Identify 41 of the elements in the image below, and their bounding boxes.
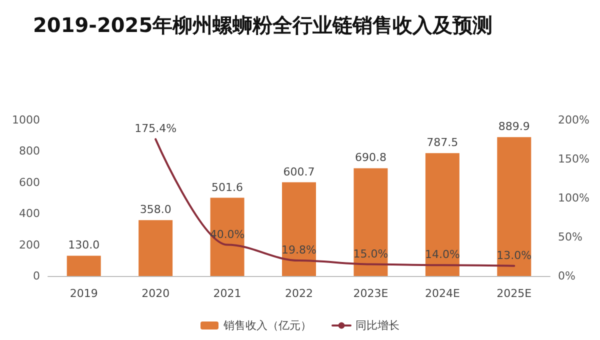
data-label: 19.8% <box>282 244 316 257</box>
data-label: 175.4% <box>134 122 177 136</box>
data-label: 40.0% <box>210 228 245 241</box>
data-label: 358.0 <box>140 203 172 216</box>
chart-title: 2019-2025年柳州螺蛳粉全行业链销售收入及预测 <box>33 13 493 37</box>
legend-label: 销售收入（亿元） <box>222 319 312 332</box>
y2-tick-label: 200% <box>558 114 590 126</box>
y-tick-label: 1000 <box>12 114 40 126</box>
y2-tick-label: 150% <box>558 152 590 166</box>
data-label: 690.8 <box>354 151 386 164</box>
y-tick-label: 400 <box>19 207 40 220</box>
legend-label: 同比增长 <box>356 319 400 332</box>
y2-tick-label: 100% <box>558 192 590 204</box>
x-tick-label: 2024E <box>424 287 460 300</box>
x-tick-label: 2019 <box>70 287 98 300</box>
data-label: 14.0% <box>424 248 460 262</box>
bar <box>497 137 532 276</box>
y-tick-label: 600 <box>19 176 40 189</box>
y-tick-label: 800 <box>19 144 40 158</box>
data-label: 501.6 <box>212 180 244 194</box>
x-tick-label: 2023E <box>353 287 388 300</box>
x-tick-label: 2025E <box>496 287 532 300</box>
bar <box>210 198 244 276</box>
bar <box>282 182 316 276</box>
bar <box>425 153 460 276</box>
y-tick-label: 200 <box>19 238 40 252</box>
y2-tick-label: 50% <box>558 230 582 244</box>
y2-tick-label: 0% <box>558 270 576 282</box>
data-label: 130.0 <box>68 238 100 252</box>
data-label: 889.9 <box>498 120 530 134</box>
x-tick-label: 2021 <box>213 287 242 300</box>
bar <box>354 168 388 276</box>
y-tick-label: 0 <box>33 270 40 282</box>
bar <box>138 220 173 276</box>
data-label: 787.5 <box>426 136 458 150</box>
data-label: 600.7 <box>283 165 315 178</box>
x-tick-label: 2020 <box>142 287 170 300</box>
bar <box>66 256 101 276</box>
x-tick-label: 2022 <box>285 287 313 300</box>
data-label: 13.0% <box>496 248 532 262</box>
data-label: 15.0% <box>353 247 388 260</box>
